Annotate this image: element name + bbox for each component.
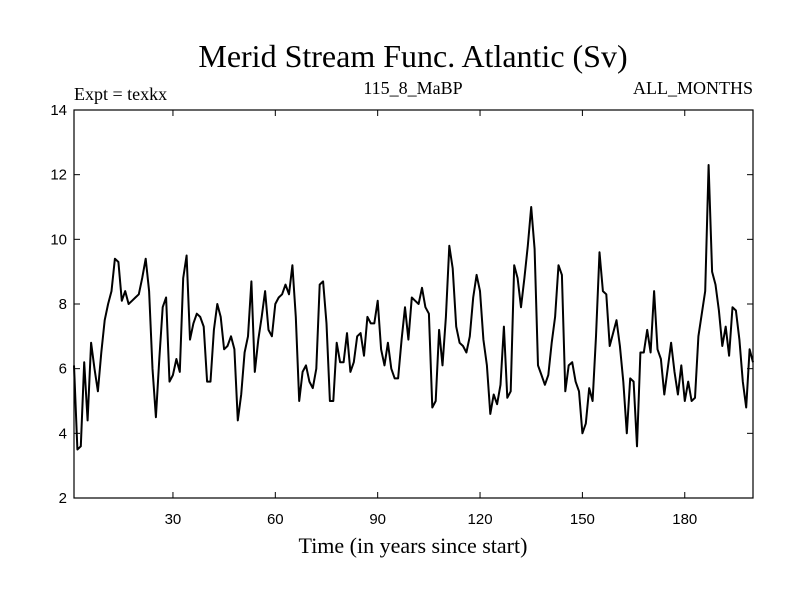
series-line	[73, 164, 754, 451]
subtitle-period: ALL_MONTHS	[633, 78, 753, 98]
y-tick-label: 10	[50, 231, 67, 248]
y-tick-label: 12	[50, 167, 67, 184]
subtitle-run: 115_8_MaBP	[363, 78, 462, 98]
subtitle-experiment: Expt = texkx	[74, 84, 167, 104]
y-tick-label: 8	[59, 296, 67, 313]
y-tick-label: 2	[59, 490, 67, 507]
x-tick-label: 90	[369, 511, 386, 528]
y-axis: 2 4 6 8 10 12 14	[50, 102, 753, 507]
y-tick-label: 14	[50, 102, 67, 119]
y-tick-label: 4	[59, 425, 67, 442]
chart-title: Merid Stream Func. Atlantic (Sv)	[198, 38, 627, 74]
plot-frame	[73, 109, 754, 499]
x-tick-label: 150	[570, 511, 595, 528]
x-axis-label: Time (in years since start)	[299, 533, 528, 558]
x-axis: 30 60 90 120 150 180	[165, 110, 697, 528]
x-tick-label: 30	[165, 511, 182, 528]
x-tick-label: 120	[468, 511, 493, 528]
y-tick-label: 6	[59, 361, 67, 378]
x-tick-label: 60	[267, 511, 284, 528]
x-tick-label: 180	[672, 511, 697, 528]
